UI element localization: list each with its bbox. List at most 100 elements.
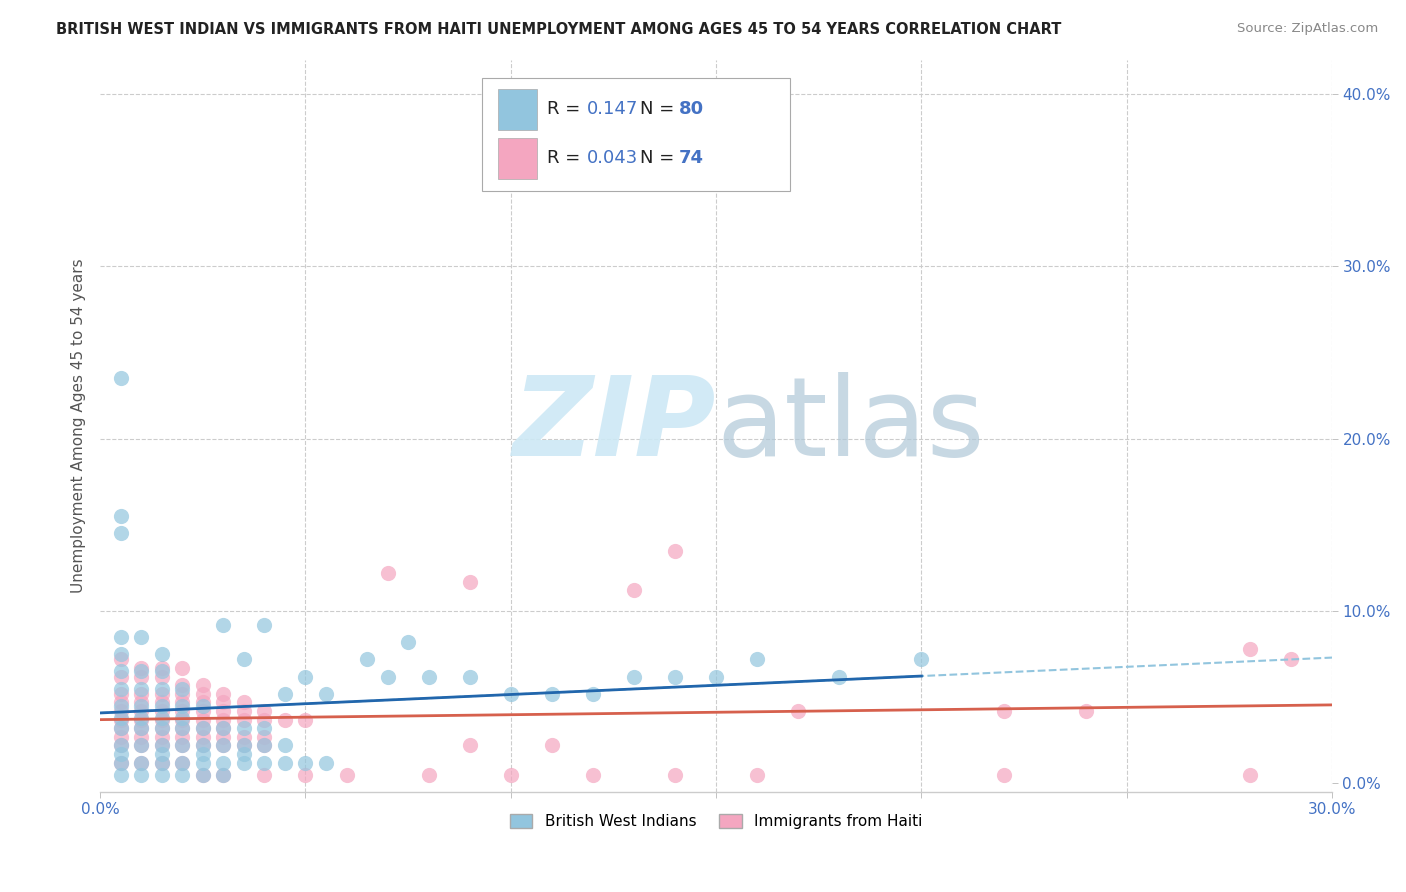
Point	[253, 730, 276, 744]
Point	[499, 768, 522, 782]
Point	[664, 543, 686, 558]
Point	[212, 687, 235, 701]
Point	[294, 768, 316, 782]
Point	[110, 756, 132, 770]
Point	[150, 681, 173, 696]
Point	[747, 768, 769, 782]
Point	[150, 704, 173, 718]
Point	[212, 695, 235, 709]
Point	[212, 768, 235, 782]
Point	[232, 756, 254, 770]
Point	[129, 721, 152, 735]
Point	[129, 756, 152, 770]
Point	[232, 704, 254, 718]
Point	[1239, 642, 1261, 657]
Point	[110, 687, 132, 701]
Point	[212, 756, 235, 770]
Point	[253, 756, 276, 770]
Point	[172, 687, 194, 701]
Text: 0.043: 0.043	[586, 150, 638, 168]
Point	[396, 635, 419, 649]
Point	[191, 768, 214, 782]
FancyBboxPatch shape	[498, 89, 537, 130]
Point	[172, 678, 194, 692]
Point	[150, 695, 173, 709]
Point	[110, 698, 132, 713]
Point	[315, 687, 337, 701]
Point	[253, 713, 276, 727]
Point	[623, 583, 645, 598]
Point	[129, 756, 152, 770]
Point	[129, 721, 152, 735]
Point	[335, 768, 357, 782]
Point	[110, 669, 132, 683]
Point	[172, 704, 194, 718]
Point	[191, 704, 214, 718]
Point	[129, 739, 152, 753]
Legend: British West Indians, Immigrants from Haiti: British West Indians, Immigrants from Ha…	[503, 808, 929, 836]
Point	[582, 768, 605, 782]
Point	[110, 652, 132, 666]
Point	[253, 617, 276, 632]
Text: N =: N =	[640, 150, 679, 168]
Point	[664, 768, 686, 782]
Point	[129, 687, 152, 701]
Point	[787, 704, 810, 718]
Point	[294, 713, 316, 727]
Point	[150, 669, 173, 683]
Point	[253, 739, 276, 753]
Point	[377, 669, 399, 683]
Point	[993, 768, 1015, 782]
Point	[110, 681, 132, 696]
Text: N =: N =	[640, 101, 679, 119]
Point	[418, 669, 440, 683]
Text: 80: 80	[679, 101, 704, 119]
Point	[150, 756, 173, 770]
Point	[232, 652, 254, 666]
Point	[499, 687, 522, 701]
Point	[129, 713, 152, 727]
Point	[582, 687, 605, 701]
Text: R =: R =	[547, 101, 586, 119]
Text: Source: ZipAtlas.com: Source: ZipAtlas.com	[1237, 22, 1378, 36]
Point	[1279, 652, 1302, 666]
Point	[110, 747, 132, 761]
Point	[150, 665, 173, 679]
Point	[377, 566, 399, 581]
Point	[418, 768, 440, 782]
Point	[110, 526, 132, 541]
Point	[191, 721, 214, 735]
Point	[129, 669, 152, 683]
Point	[212, 739, 235, 753]
Point	[993, 704, 1015, 718]
Text: R =: R =	[547, 150, 586, 168]
Point	[274, 713, 297, 727]
Point	[212, 721, 235, 735]
Point	[172, 695, 194, 709]
Point	[828, 669, 851, 683]
Point	[129, 698, 152, 713]
Point	[172, 711, 194, 725]
Point	[191, 747, 214, 761]
Point	[253, 721, 276, 735]
Point	[191, 695, 214, 709]
Point	[150, 713, 173, 727]
Point	[110, 371, 132, 385]
Point	[172, 661, 194, 675]
Point	[232, 739, 254, 753]
Point	[129, 665, 152, 679]
Point	[150, 698, 173, 713]
Point	[110, 739, 132, 753]
Point	[458, 669, 481, 683]
Point	[458, 739, 481, 753]
Point	[129, 730, 152, 744]
Point	[253, 768, 276, 782]
Point	[232, 721, 254, 735]
Point	[191, 756, 214, 770]
Text: BRITISH WEST INDIAN VS IMMIGRANTS FROM HAITI UNEMPLOYMENT AMONG AGES 45 TO 54 YE: BRITISH WEST INDIAN VS IMMIGRANTS FROM H…	[56, 22, 1062, 37]
Point	[150, 661, 173, 675]
Point	[232, 739, 254, 753]
Point	[274, 739, 297, 753]
Point	[172, 739, 194, 753]
Point	[110, 711, 132, 725]
